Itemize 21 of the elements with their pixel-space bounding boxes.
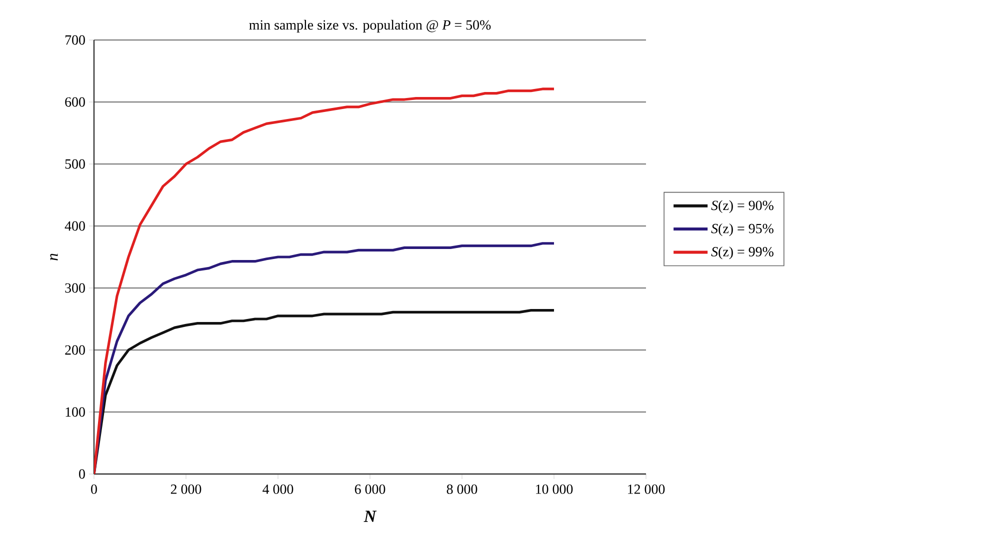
y-tick-label: 0 (79, 469, 85, 479)
x-tick-label: 0 (91, 484, 97, 494)
y-tick-label: 100 (66, 407, 85, 417)
x-axis-title: N (364, 510, 377, 522)
legend-label: S(z) = 95% (711, 223, 774, 236)
x-tick-label: 10 000 (536, 484, 573, 494)
legend-label: S(z) = 90% (711, 200, 774, 213)
x-tick-label: 8 000 (446, 484, 478, 494)
y-tick-label: 600 (65, 97, 85, 107)
x-tick-label: 6 000 (354, 484, 386, 494)
x-tick-label: 2 000 (170, 484, 202, 494)
y-tick-label: 300 (65, 283, 85, 293)
x-tick-label: 4 000 (262, 484, 294, 494)
x-tick-label: 12 000 (628, 484, 665, 494)
y-tick-label: 700 (65, 35, 85, 45)
chart-title: min sample size vs. population @ P = 50% (249, 20, 491, 33)
y-axis-title: n (50, 254, 58, 260)
y-tick-label: 400 (64, 221, 85, 231)
y-tick-label: 500 (65, 159, 85, 169)
legend-label: S(z) = 99% (711, 246, 774, 260)
y-tick-label: 200 (65, 345, 85, 355)
